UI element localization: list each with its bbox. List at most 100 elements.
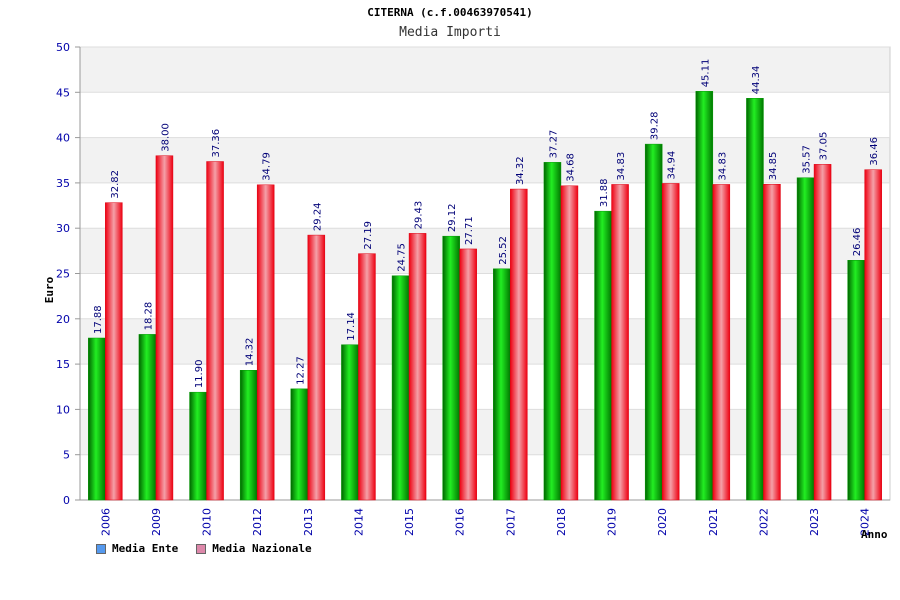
bar-value-label: 24.75 <box>397 243 408 272</box>
x-tick-label: 2012 <box>251 508 264 536</box>
bar-media-ente-2024 <box>847 260 865 501</box>
bar-media-nazionale-2018 <box>560 185 579 501</box>
bar-media-nazionale-2017 <box>510 188 528 501</box>
bar-media-nazionale-2022 <box>763 184 781 501</box>
bar-media-nazionale-2013 <box>307 234 326 501</box>
bar-value-label: 34.83 <box>616 152 627 181</box>
bar-value-label: 45.11 <box>700 59 711 88</box>
y-tick-label: 35 <box>56 177 70 190</box>
bar-value-label: 35.57 <box>802 145 813 174</box>
x-tick-label: 2016 <box>454 508 467 536</box>
bar-value-label: 34.94 <box>667 151 678 180</box>
bar-value-label: 34.83 <box>717 152 728 181</box>
bar-media-ente-2021 <box>695 91 714 501</box>
bar-value-label: 27.71 <box>464 216 475 245</box>
bar-value-label: 11.90 <box>194 360 205 389</box>
x-tick-label: 2021 <box>707 508 720 536</box>
bar-value-label: 37.27 <box>548 130 559 159</box>
x-tick-label: 2019 <box>606 508 619 536</box>
x-tick-label: 2018 <box>555 508 568 536</box>
bar-media-ente-2016 <box>442 235 460 501</box>
y-tick-label: 45 <box>56 86 70 99</box>
bar-media-ente-2014 <box>341 344 359 501</box>
plot-band <box>80 92 890 138</box>
bar-value-label: 44.34 <box>751 66 762 95</box>
y-tick-label: 5 <box>63 449 70 462</box>
bar-media-nazionale-2024 <box>864 169 882 501</box>
bar-media-ente-2013 <box>290 388 309 501</box>
bar-value-label: 38.00 <box>160 123 171 152</box>
x-tick-label: 2009 <box>150 508 163 536</box>
bar-media-ente-2018 <box>543 162 562 501</box>
bar-value-label: 17.14 <box>346 312 357 341</box>
bar-media-ente-2023 <box>796 177 815 501</box>
bar-value-label: 36.46 <box>869 137 880 166</box>
bar-media-nazionale-2019 <box>611 184 629 501</box>
y-tick-label: 15 <box>56 358 70 371</box>
bar-value-label: 29.12 <box>447 204 458 233</box>
x-tick-label: 2022 <box>757 508 770 536</box>
bar-value-label: 39.28 <box>650 111 661 140</box>
bar-value-label: 37.05 <box>819 132 830 161</box>
bar-media-ente-2020 <box>644 143 663 501</box>
bar-value-label: 18.28 <box>143 302 154 331</box>
bar-value-label: 17.88 <box>93 305 104 334</box>
y-tick-label: 0 <box>63 494 70 507</box>
x-tick-label: 2013 <box>302 508 315 536</box>
bar-media-nazionale-2012 <box>256 184 275 501</box>
legend-swatch-media-ente <box>96 543 106 554</box>
y-tick-label: 20 <box>56 313 70 326</box>
bar-value-label: 29.43 <box>414 201 425 230</box>
x-tick-label: 2006 <box>99 508 112 536</box>
y-axis-label: Euro <box>43 276 56 303</box>
bar-media-nazionale-2021 <box>712 184 731 501</box>
bar-value-label: 27.19 <box>363 221 374 250</box>
y-tick-label: 25 <box>56 268 70 281</box>
bar-value-label: 34.32 <box>515 156 526 185</box>
bar-media-nazionale-2015 <box>408 233 427 501</box>
x-tick-label: 2020 <box>656 508 669 536</box>
bar-media-ente-2012 <box>239 370 258 501</box>
bar-value-label: 34.85 <box>768 152 779 181</box>
y-tick-label: 10 <box>56 403 70 416</box>
legend-item-media-ente: Media Ente <box>96 542 178 555</box>
plot-band <box>80 47 890 93</box>
x-tick-label: 2023 <box>808 508 821 536</box>
bar-media-ente-2019 <box>594 210 612 501</box>
bar-media-nazionale-2009 <box>155 155 174 501</box>
bar-value-label: 32.82 <box>110 170 121 199</box>
x-tick-label: 2024 <box>859 508 872 536</box>
bar-media-ente-2009 <box>138 334 157 501</box>
bar-media-nazionale-2006 <box>105 202 123 501</box>
y-tick-label: 40 <box>56 132 70 145</box>
bar-value-label: 37.36 <box>211 129 222 158</box>
x-tick-label: 2010 <box>201 508 214 536</box>
bar-media-ente-2017 <box>493 268 511 501</box>
bar-media-nazionale-2023 <box>813 164 832 501</box>
legend-label-media-nazionale: Media Nazionale <box>212 542 312 555</box>
bar-media-nazionale-2016 <box>459 248 477 501</box>
bar-media-ente-2006 <box>88 337 106 501</box>
x-tick-label: 2015 <box>403 508 416 536</box>
bar-media-nazionale-2010 <box>206 161 224 501</box>
legend-swatch-media-nazionale <box>196 543 207 554</box>
bar-media-ente-2022 <box>746 98 764 501</box>
bar-value-label: 25.52 <box>498 236 509 265</box>
bar-value-label: 34.68 <box>565 153 576 182</box>
bar-media-ente-2010 <box>189 391 207 501</box>
bar-value-label: 12.27 <box>295 356 306 385</box>
bar-value-label: 14.32 <box>245 338 256 367</box>
bar-value-label: 31.88 <box>599 179 610 208</box>
bar-media-nazionale-2014 <box>358 253 376 501</box>
x-tick-label: 2014 <box>352 508 365 536</box>
x-axis-label: Anno <box>861 528 888 541</box>
legend: Media Ente Media Nazionale <box>96 542 312 555</box>
bar-value-label: 26.46 <box>852 228 863 257</box>
bar-media-nazionale-2020 <box>661 183 680 501</box>
y-tick-label: 30 <box>56 222 70 235</box>
bar-media-ente-2015 <box>391 275 410 501</box>
y-tick-label: 50 <box>56 41 70 54</box>
legend-label-media-ente: Media Ente <box>112 542 179 555</box>
chart-subtitle: Media Importi <box>399 25 501 40</box>
